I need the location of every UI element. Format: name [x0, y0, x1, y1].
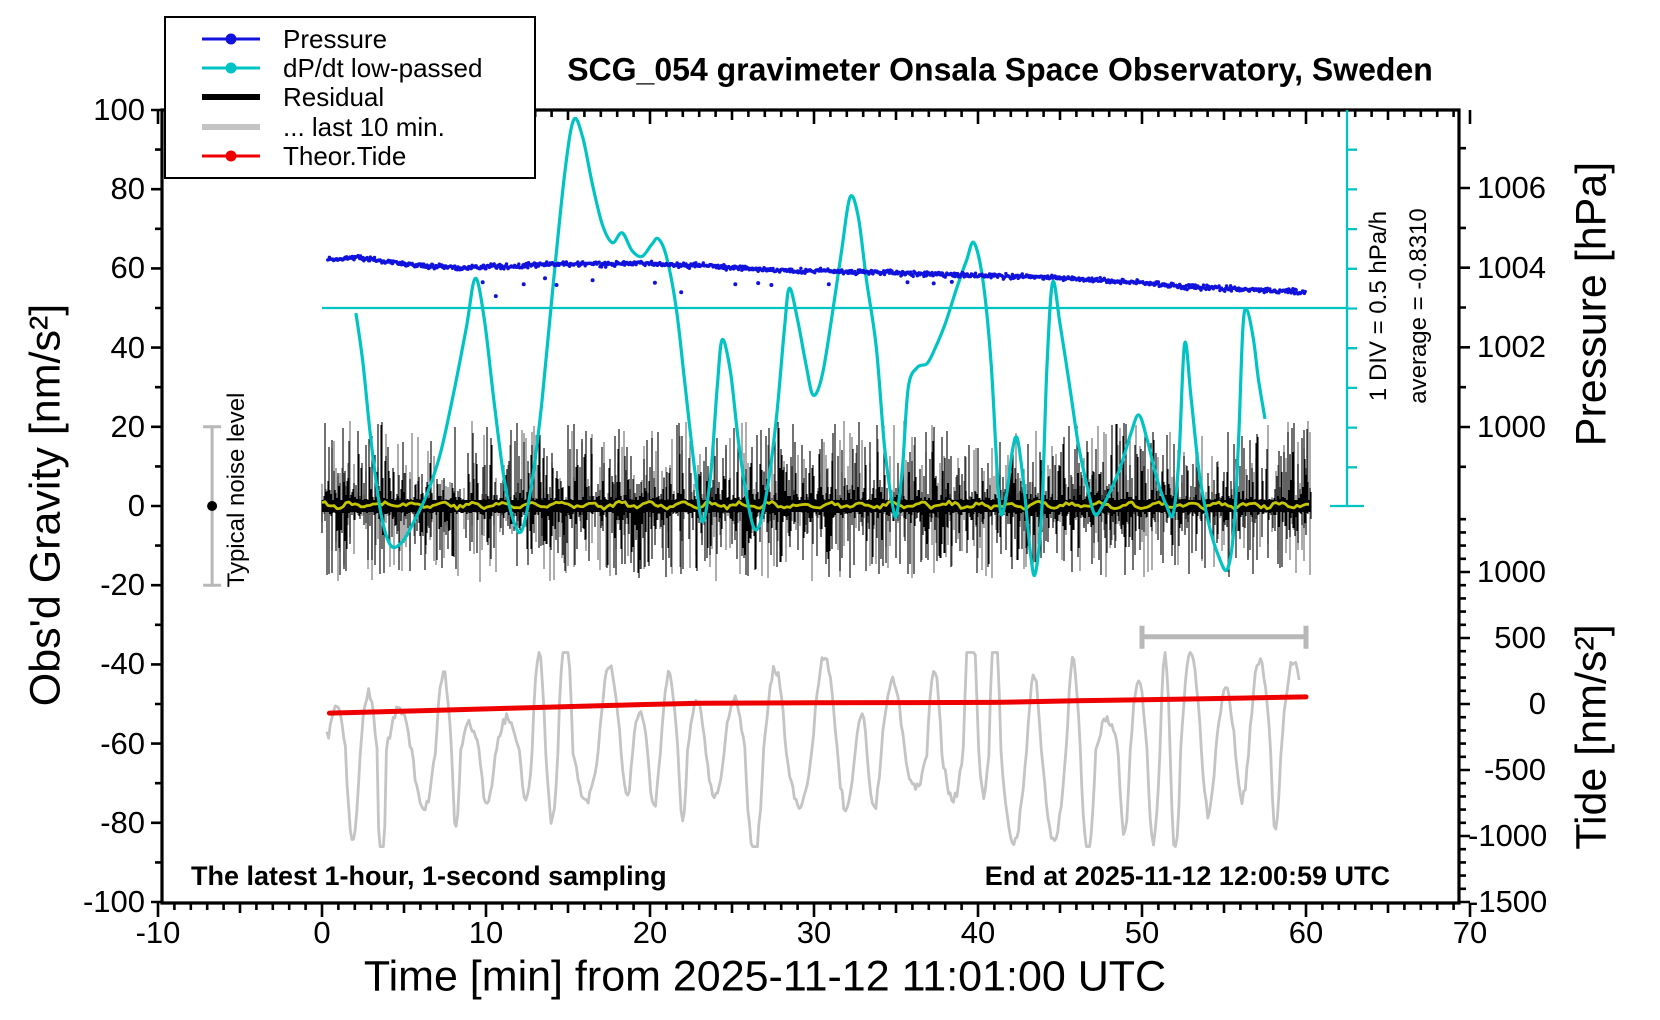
legend-box: Pressure dP/dt low-passed Residual ... l… — [164, 16, 536, 179]
time-tick-10: 10 — [468, 915, 504, 950]
dpdt-line-dot-icon — [202, 54, 260, 82]
gravity-tick-80: 80 — [110, 171, 145, 207]
tide-tick--1500: -1500 — [1468, 884, 1548, 919]
gravity-tick-20: 20 — [110, 408, 145, 444]
legend-label: dP/dt low-passed — [283, 53, 483, 84]
gravity-tick-0: 0 — [127, 488, 145, 523]
gravity-tick--100: -100 — [82, 884, 145, 919]
time-tick-30: 30 — [796, 915, 832, 950]
gravity-tick-100: 100 — [93, 92, 145, 127]
pressure-tick-1002: 1002 — [1477, 329, 1546, 365]
gravity-tick--60: -60 — [100, 725, 145, 761]
time-tick-40: 40 — [960, 915, 996, 950]
time-tick-0: 0 — [313, 915, 331, 950]
time-tick--10: -10 — [135, 915, 181, 950]
pressure-axis-label: Pressure [hPa] — [1567, 161, 1616, 447]
legend-item-residual: Residual — [166, 83, 534, 111]
time-tick-60: 60 — [1288, 915, 1324, 950]
typical-noise-errorbar — [203, 425, 222, 587]
pressure-line-dot-icon — [202, 25, 260, 53]
gravity-tick--40: -40 — [100, 646, 145, 682]
pressure-tick-1004: 1004 — [1477, 249, 1546, 285]
residual-smoothed-series — [321, 499, 1310, 511]
end-time-note: End at 2025-11-12 12:00:59 UTC — [984, 861, 1390, 891]
tide-tick-1000: 1000 — [1477, 554, 1546, 589]
sampling-note: The latest 1-hour, 1-second sampling — [191, 861, 667, 891]
legend-item-pressure: Pressure — [166, 25, 534, 53]
pressure-tick-1006: 1006 — [1477, 170, 1546, 206]
gravity-tick-60: 60 — [110, 250, 145, 286]
time-tick-20: 20 — [632, 915, 668, 950]
legend-item-last10: ... last 10 min. — [166, 113, 534, 141]
time-axis-label: Time [min] from 2025-11-12 11:01:00 UTC — [363, 952, 1167, 1001]
tide-tick-0: 0 — [1528, 686, 1546, 721]
gravity-tick-40: 40 — [110, 329, 145, 365]
noise-level-annotation: Typical noise level — [223, 392, 250, 588]
residual-line-icon — [202, 83, 260, 111]
time-tick-50: 50 — [1124, 915, 1160, 950]
dpdt-series — [354, 116, 1267, 578]
tide-tick-500: 500 — [1494, 620, 1546, 655]
tide-tick--1000: -1000 — [1468, 818, 1548, 853]
tide-axis-label: Tide [nm/s²] — [1567, 624, 1616, 850]
legend-label: Residual — [283, 82, 385, 113]
legend-label: Theor.Tide — [283, 141, 407, 172]
div-scale-annotation: 1 DIV = 0.5 hPa/h — [1365, 210, 1392, 402]
legend-label: ... last 10 min. — [283, 111, 445, 142]
legend-label: Pressure — [283, 23, 388, 54]
pressure-tick-1000: 1000 — [1477, 409, 1546, 444]
last10min-series — [325, 651, 1301, 848]
axis-ticks — [151, 108, 1472, 917]
legend-item-theortide: Theor.Tide — [166, 142, 534, 170]
last10-range-bar — [1139, 625, 1309, 649]
pressure-series — [326, 253, 1307, 299]
theortide-line-dot-icon — [202, 142, 260, 170]
gravity-tick--80: -80 — [100, 804, 145, 840]
legend-item-dpdt: dP/dt low-passed — [166, 54, 534, 82]
average-annotation: average = -0.8310 — [1405, 208, 1432, 404]
time-tick-70: 70 — [1452, 915, 1488, 950]
page-title: SCG_054 gravimeter Onsala Space Observat… — [567, 51, 1433, 88]
theor-tide-series — [326, 694, 1309, 716]
last10-line-icon — [202, 113, 260, 141]
tide-tick--500: -500 — [1483, 752, 1546, 787]
gravity-tick--20: -20 — [100, 567, 145, 603]
